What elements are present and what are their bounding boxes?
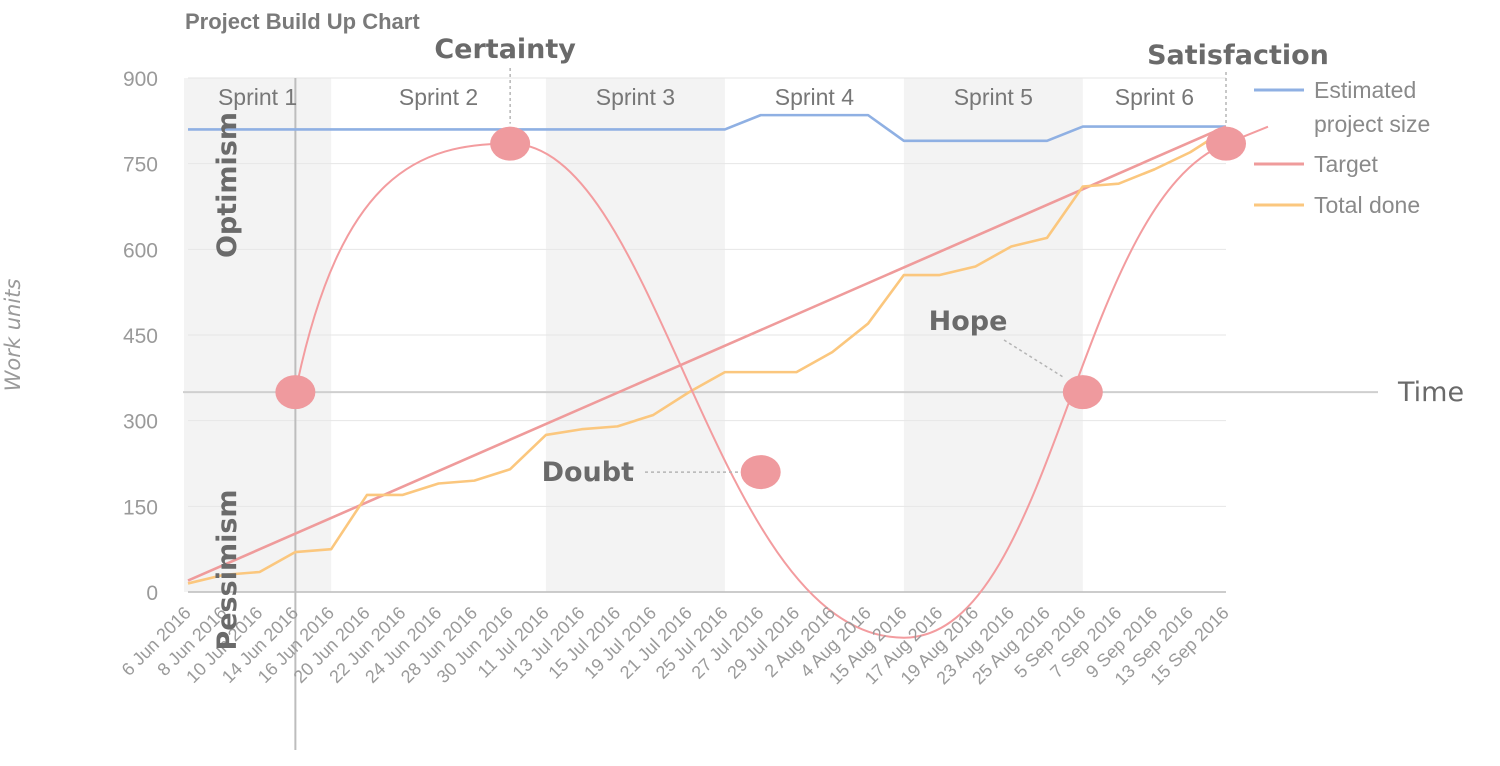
axes <box>183 78 1378 750</box>
legend-label-line: project size <box>1314 111 1430 137</box>
emotion-label: Satisfaction <box>1147 40 1329 71</box>
emotion-marker <box>490 126 531 161</box>
sprint-label: Sprint 1 <box>218 84 297 110</box>
y-tick-label: 450 <box>123 325 158 348</box>
y-tick-label: 600 <box>123 239 158 262</box>
emotion-label: Doubt <box>542 457 635 488</box>
y-tick-label: 900 <box>123 68 158 91</box>
optimism-label: Optimism <box>212 112 243 258</box>
sprint-label: Sprint 5 <box>954 84 1033 110</box>
sprint-label: Sprint 3 <box>596 84 675 110</box>
y-axis-label: Work units <box>1 279 25 392</box>
legend: Estimated project size Target Total done <box>1254 77 1430 218</box>
sprint-label: Sprint 2 <box>399 84 478 110</box>
emotion-marker <box>1206 126 1246 161</box>
legend-label: Estimated project size <box>1314 77 1430 137</box>
legend-label-line: Total done <box>1314 192 1420 218</box>
legend-label-line: Estimated <box>1314 77 1416 103</box>
y-tick-label: 750 <box>123 154 158 177</box>
sprint-label: Sprint 6 <box>1115 84 1194 110</box>
legend-label: Target <box>1314 151 1379 177</box>
time-label: Time <box>1397 377 1464 408</box>
emotion-curve <box>294 125 1269 639</box>
emotion-label: Certainty <box>434 34 576 65</box>
y-tick-label: 0 <box>146 582 158 605</box>
series-lines <box>187 113 1227 585</box>
series-line <box>188 113 1226 143</box>
emotion-marker <box>275 375 316 410</box>
sprint-label: Sprint 4 <box>775 84 854 110</box>
y-tick-label: 150 <box>123 496 158 519</box>
emotion-overlay <box>275 68 1269 639</box>
legend-label: Total done <box>1314 192 1420 218</box>
series-line <box>187 128 1227 585</box>
pessimism-label: Pessimism <box>212 489 243 650</box>
grid-lines <box>188 77 1226 593</box>
y-tick-label: 300 <box>123 411 158 434</box>
chart-title: Project Build Up Chart <box>185 9 420 34</box>
emotion-marker <box>740 455 781 490</box>
emotion-marker <box>1062 375 1103 410</box>
legend-label-line: Target <box>1314 151 1379 177</box>
emotion-label: Hope <box>929 306 1008 337</box>
